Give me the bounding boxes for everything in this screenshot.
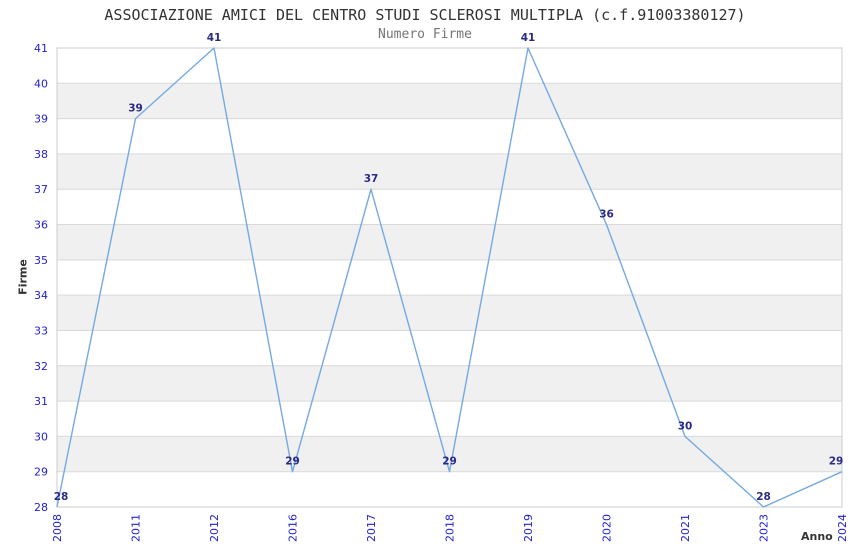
data-line	[56, 47, 843, 508]
point-label: 29	[442, 456, 457, 468]
plot-band	[57, 224, 842, 260]
plot-band	[57, 295, 842, 331]
y-tick-label: 36	[34, 219, 48, 232]
y-tick-label: 40	[34, 77, 48, 90]
point-label: 29	[285, 456, 300, 468]
x-tick-label: 2017	[365, 514, 378, 542]
y-tick-label: 31	[34, 395, 48, 408]
x-tick-label: 2011	[130, 514, 143, 542]
point-label: 37	[364, 173, 379, 185]
y-axis-label: Firme	[16, 259, 30, 295]
point-label: 28	[54, 491, 69, 503]
x-tick-label: 2012	[208, 514, 221, 542]
y-tick-label: 38	[34, 148, 48, 161]
point-label: 41	[521, 32, 536, 44]
x-tick-label: 2023	[758, 514, 771, 542]
plot-band	[57, 365, 842, 402]
y-tick-label: 35	[34, 254, 48, 267]
chart-title: ASSOCIAZIONE AMICI DEL CENTRO STUDI SCLE…	[104, 6, 746, 24]
y-tick-label: 34	[34, 289, 48, 302]
point-label: 41	[207, 32, 222, 44]
y-tick-label: 33	[34, 324, 48, 337]
plot-band	[57, 436, 842, 472]
y-tick-label: 28	[34, 501, 48, 514]
plot-border	[56, 47, 843, 508]
y-tick-label: 32	[34, 360, 48, 373]
point-label: 36	[599, 209, 614, 221]
y-tick-label: 39	[34, 113, 48, 126]
x-tick-label: 2020	[601, 514, 614, 542]
x-axis-label: Anno	[801, 530, 833, 543]
point-label: 29	[829, 456, 844, 468]
x-tick-label: 2024	[836, 514, 849, 542]
x-tick-label: 2016	[287, 514, 300, 542]
x-tick-label: 2008	[51, 514, 64, 542]
plot-band	[57, 153, 842, 190]
point-label: 39	[128, 103, 143, 115]
point-label: 30	[678, 420, 693, 432]
x-tick-label: 2018	[444, 514, 457, 542]
y-tick-label: 37	[34, 183, 48, 196]
point-label: 28	[756, 491, 771, 503]
plot-band	[57, 83, 842, 119]
y-tick-label: 29	[34, 466, 48, 479]
y-tick-label: 41	[34, 42, 48, 55]
x-tick-label: 2021	[679, 514, 692, 542]
chart-subtitle: Numero Firme	[378, 27, 472, 42]
x-tick-label: 2019	[522, 514, 535, 542]
y-tick-label: 30	[34, 430, 48, 443]
